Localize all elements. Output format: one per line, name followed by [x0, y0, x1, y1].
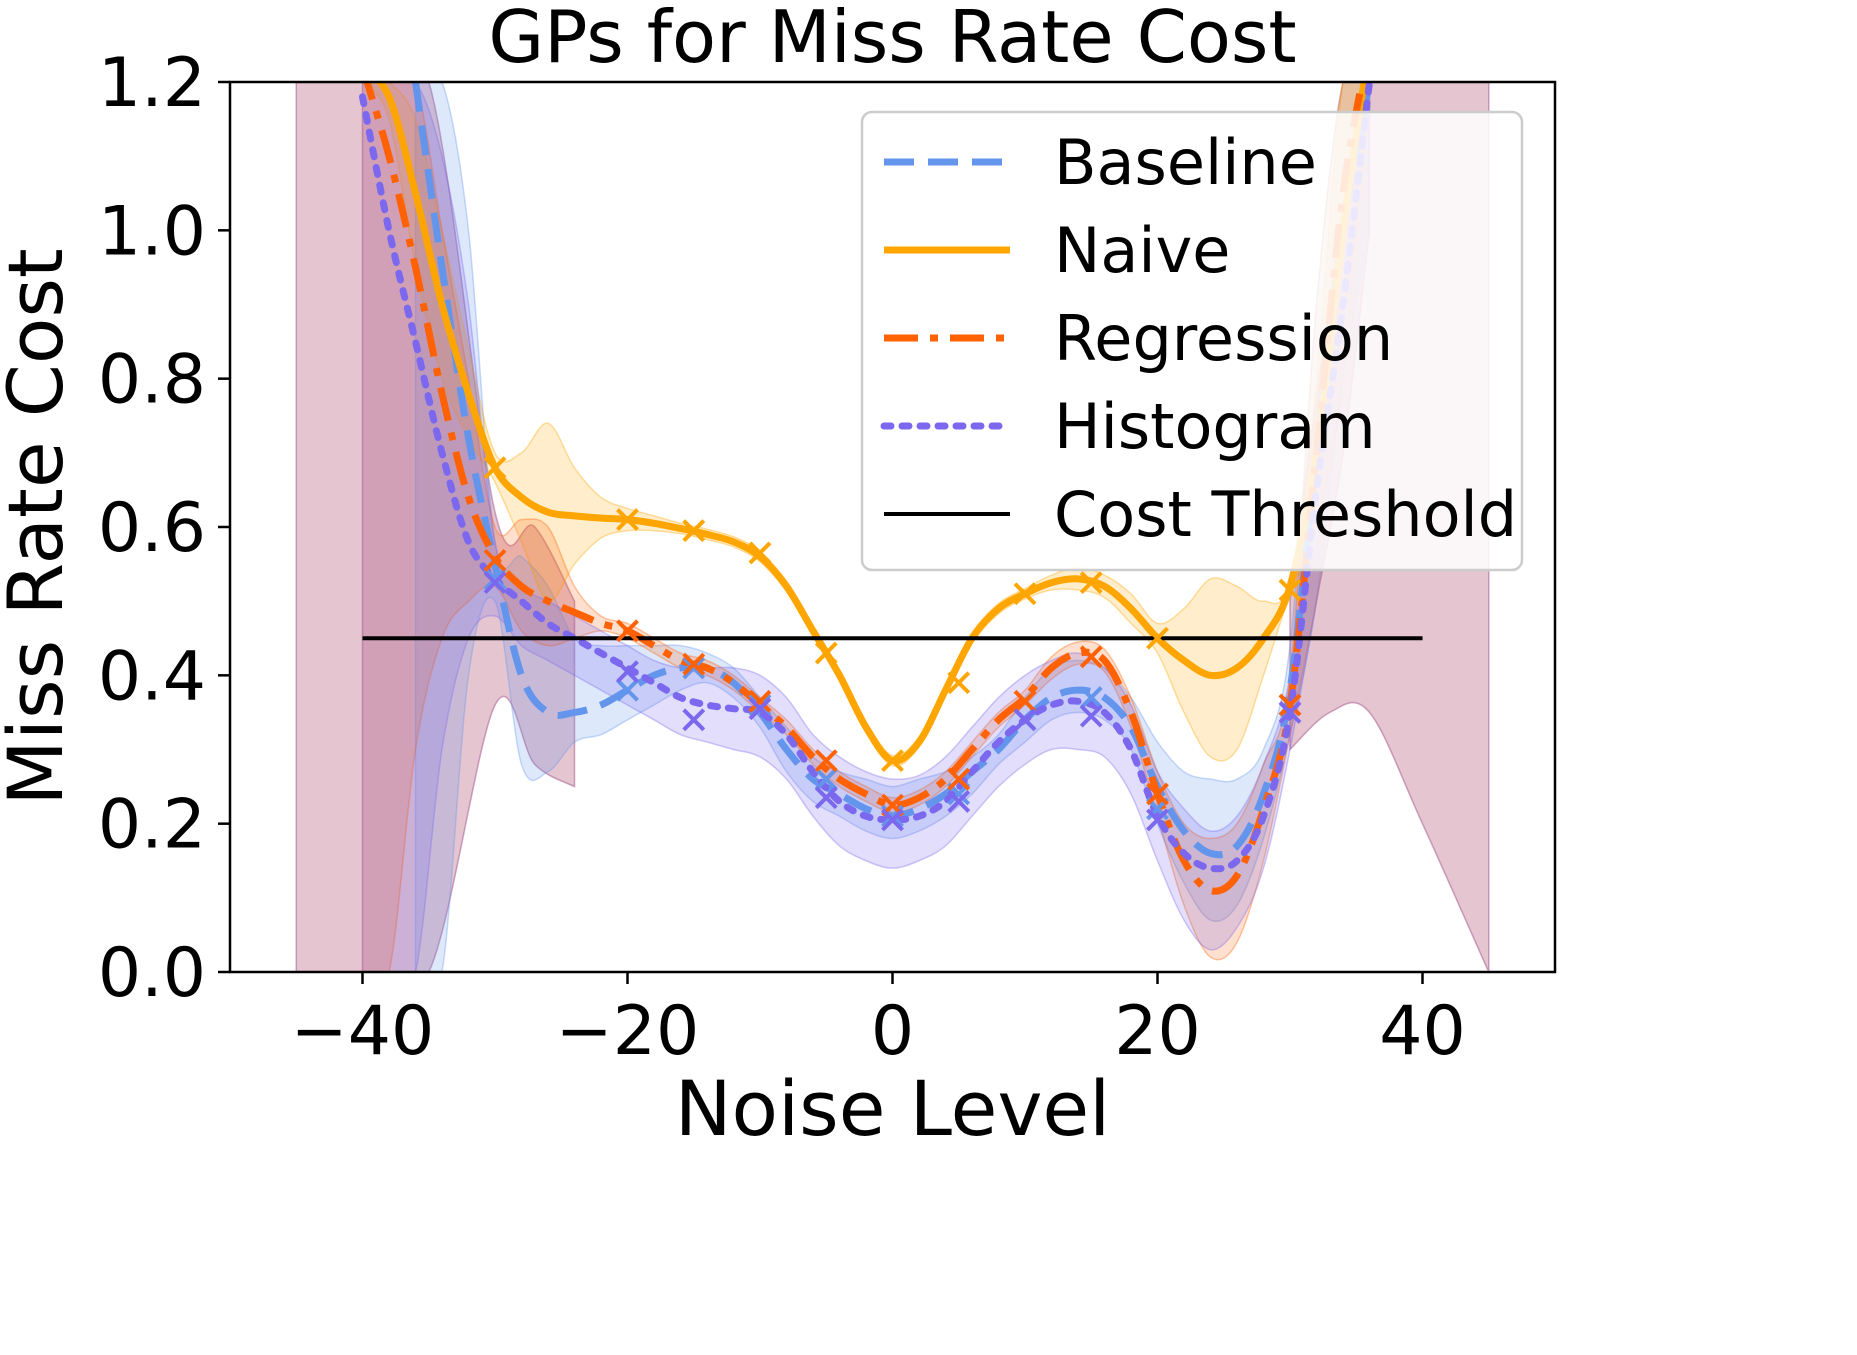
marker-baseline [814, 767, 838, 791]
y-tick-label: 0.4 [98, 637, 206, 716]
line-regression [363, 82, 1366, 895]
legend: Baseline Naive Regression Histogram Cost Thr… [860, 110, 1524, 572]
y-tick-label: 0.6 [98, 489, 206, 568]
marker-naive [1079, 571, 1103, 595]
legend-label-baseline: Baseline [1054, 126, 1317, 199]
marker-regression [682, 652, 706, 676]
legend-label-regression: Regression [1054, 302, 1393, 375]
marker-baseline [748, 693, 772, 717]
y-tick-label: 0.2 [98, 786, 206, 865]
marker-histogram [682, 708, 706, 732]
marker-naive [483, 456, 507, 480]
legend-label-naive: Naive [1054, 214, 1230, 287]
y-tick-label: 1.2 [98, 44, 206, 123]
marker-regression [1278, 693, 1302, 717]
band-edge-left-regression [295, 82, 576, 972]
line-histogram [359, 82, 1373, 873]
y-axis-label: Miss Rate Cost [0, 248, 80, 805]
marker-histogram [1013, 708, 1037, 732]
marker-baseline [483, 567, 507, 591]
observation-markers [483, 456, 1302, 832]
marker-naive [748, 541, 772, 565]
chart-title: GPs for Miss Rate Cost [488, 0, 1296, 79]
marker-regression [616, 619, 639, 643]
marker-histogram [1278, 701, 1302, 724]
marker-naive [947, 671, 971, 695]
y-tick-label: 1.0 [98, 192, 206, 271]
marker-naive [682, 519, 706, 543]
y-axis: 0.0 0.2 0.4 0.6 0.8 1.0 1.2 [98, 44, 230, 1013]
marker-baseline [1079, 686, 1103, 709]
marker-regression [748, 689, 772, 713]
marker-histogram [616, 660, 639, 684]
legend-label-cost-threshold: Cost Threshold [1054, 478, 1517, 551]
marker-histogram [1079, 704, 1103, 728]
marker-naive [814, 641, 838, 665]
legend-label-histogram: Histogram [1054, 390, 1376, 463]
marker-histogram [881, 808, 904, 832]
marker-histogram [947, 790, 971, 813]
marker-baseline [616, 678, 639, 702]
marker-regression [1013, 689, 1037, 713]
legend-box [860, 110, 1524, 572]
marker-regression [1079, 645, 1103, 669]
line-naive [375, 82, 1368, 765]
band-edge-left-histogram [295, 82, 576, 972]
marker-histogram [483, 571, 507, 595]
x-tick-label: 40 [1379, 992, 1466, 1071]
y-tick-label: 0.0 [98, 934, 206, 1013]
marker-histogram [748, 697, 772, 721]
marker-naive [616, 508, 639, 531]
marker-naive [881, 749, 904, 773]
x-axis-label: Noise Level [675, 1064, 1111, 1153]
x-axis: −40 −20 0 20 40 [291, 972, 1466, 1071]
marker-regression [1146, 782, 1169, 806]
x-tick-label: −20 [556, 992, 700, 1071]
x-tick-label: −40 [291, 992, 435, 1071]
marker-regression [483, 548, 507, 572]
marker-histogram [814, 786, 838, 810]
marker-baseline [682, 656, 706, 680]
marker-naive [1146, 626, 1169, 650]
x-tick-label: 0 [871, 992, 914, 1071]
marker-regression [814, 749, 838, 773]
marker-naive [1013, 582, 1037, 606]
marker-naive [1278, 578, 1302, 602]
marker-histogram [1146, 808, 1169, 832]
marker-regression [947, 767, 971, 791]
x-tick-label: 20 [1114, 992, 1201, 1071]
y-tick-label: 0.8 [98, 341, 206, 420]
